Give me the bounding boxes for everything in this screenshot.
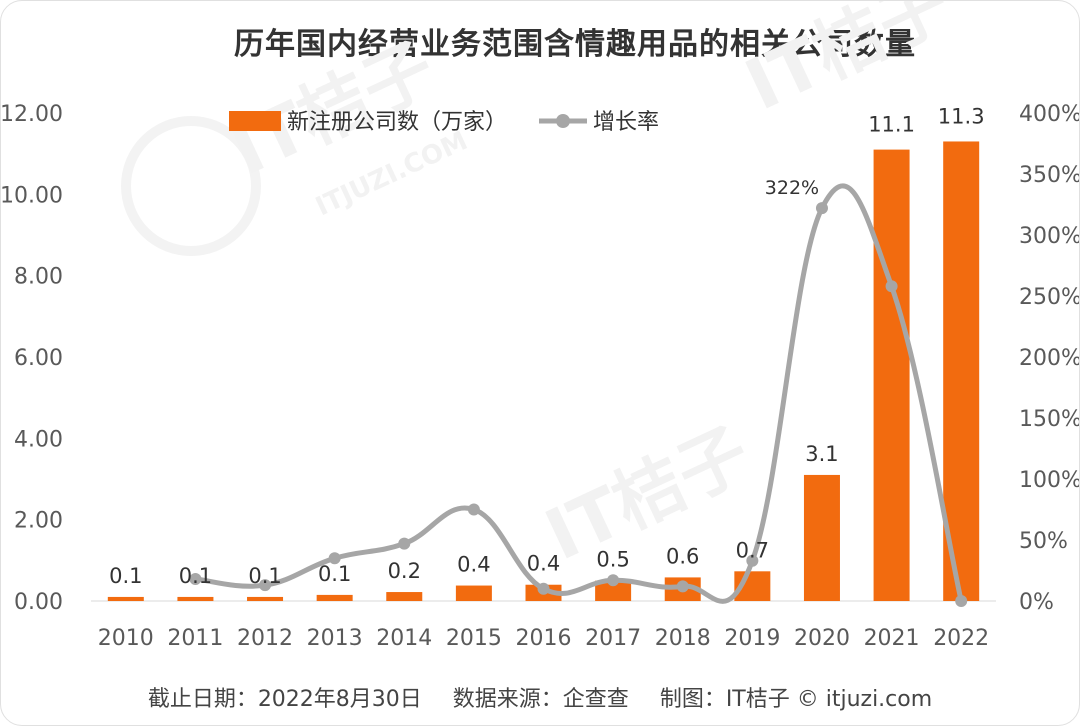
growth-rate-point bbox=[815, 202, 828, 215]
bar-data-label: 3.1 bbox=[805, 442, 838, 466]
y-right-tick-label: 0% bbox=[1019, 590, 1054, 615]
bar bbox=[177, 596, 214, 601]
growth-rate-point bbox=[676, 580, 689, 593]
bar bbox=[247, 596, 284, 601]
x-tick-label: 2014 bbox=[376, 626, 432, 651]
bar-data-label: 0.1 bbox=[109, 564, 142, 588]
bar-data-label: 0.1 bbox=[248, 564, 281, 588]
x-tick-label: 2018 bbox=[655, 626, 711, 651]
y-left-tick-label: 6.00 bbox=[14, 346, 63, 371]
legend-line-label: 增长率 bbox=[593, 110, 659, 135]
growth-rate-point bbox=[537, 582, 550, 595]
growth-rate-line bbox=[195, 183, 964, 604]
growth-rate-point bbox=[607, 574, 620, 587]
bar bbox=[316, 594, 353, 601]
x-tick-label: 2013 bbox=[307, 626, 363, 651]
footer-credit: 制图：IT桔子 © itjuzi.com bbox=[659, 687, 933, 712]
chart-title: 历年国内经营业务范围含情趣用品的相关公司数量 bbox=[234, 27, 916, 62]
y-left-tick-label: 12.00 bbox=[1, 102, 63, 127]
y-right-tick-label: 350% bbox=[1019, 163, 1080, 188]
bar-data-label: 11.1 bbox=[868, 113, 915, 137]
bar bbox=[873, 149, 910, 601]
legend-line-marker bbox=[556, 114, 570, 128]
bar bbox=[943, 141, 980, 601]
legend-bar-label: 新注册公司数（万家） bbox=[287, 110, 507, 135]
x-tick-label: 2010 bbox=[98, 626, 154, 651]
bar-data-label: 0.4 bbox=[527, 552, 560, 576]
y-left-tick-label: 8.00 bbox=[14, 265, 63, 290]
y-right-tick-label: 150% bbox=[1019, 407, 1080, 432]
legend-bar-swatch bbox=[229, 111, 281, 131]
growth-rate-point bbox=[885, 280, 898, 293]
y-left-tick-label: 0.00 bbox=[14, 590, 63, 615]
x-tick-label: 2019 bbox=[724, 626, 780, 651]
y-right-tick-label: 250% bbox=[1019, 285, 1080, 310]
growth-rate-point bbox=[189, 573, 202, 586]
x-tick-label: 2020 bbox=[794, 626, 850, 651]
watermark-logo bbox=[121, 116, 261, 256]
y-right-tick-label: 200% bbox=[1019, 346, 1080, 371]
bar bbox=[386, 592, 423, 601]
chart-footer: 截止日期：2022年8月30日 数据来源：企查查 制图：IT桔子 © itjuz… bbox=[1, 681, 1079, 713]
y-left-tick-label: 4.00 bbox=[14, 427, 63, 452]
footer-date: 截止日期：2022年8月30日 bbox=[147, 687, 422, 712]
y-right-tick-label: 100% bbox=[1019, 468, 1080, 493]
bar bbox=[595, 580, 632, 601]
y-left-tick-label: 10.00 bbox=[1, 183, 63, 208]
bar-data-label: 0.4 bbox=[457, 553, 490, 577]
bar-data-label: 0.5 bbox=[596, 548, 629, 572]
y-right-tick-label: 50% bbox=[1019, 529, 1068, 554]
x-tick-label: 2021 bbox=[864, 626, 920, 651]
footer-source: 数据来源：企查查 bbox=[452, 687, 629, 712]
bar-data-label: 0.6 bbox=[666, 544, 699, 568]
x-tick-label: 2016 bbox=[516, 626, 572, 651]
x-tick-label: 2012 bbox=[237, 626, 293, 651]
growth-rate-label: 322% bbox=[765, 177, 819, 199]
bar-data-label: 0.1 bbox=[318, 562, 351, 586]
watermark-brand: IT桔子 bbox=[734, 1, 962, 126]
x-tick-label: 2015 bbox=[446, 626, 502, 651]
bar-data-label: 0.2 bbox=[388, 559, 421, 583]
bar-data-label: 0.7 bbox=[736, 538, 769, 562]
growth-rate-point bbox=[398, 537, 411, 550]
x-tick-label: 2022 bbox=[933, 626, 989, 651]
growth-rate-point bbox=[467, 503, 480, 516]
x-tick-label: 2011 bbox=[167, 626, 223, 651]
growth-rate-point bbox=[259, 579, 272, 592]
bar-data-label: 11.3 bbox=[938, 104, 985, 128]
bar bbox=[107, 596, 144, 601]
watermark-brand: IT桔子 bbox=[534, 412, 762, 577]
y-right-tick-label: 400% bbox=[1019, 102, 1080, 127]
y-right-tick-label: 300% bbox=[1019, 224, 1080, 249]
growth-rate-point bbox=[746, 554, 759, 567]
growth-rate-point bbox=[955, 595, 968, 607]
bar bbox=[803, 474, 840, 601]
y-left-tick-label: 2.00 bbox=[14, 509, 63, 534]
x-tick-label: 2017 bbox=[585, 626, 641, 651]
bar bbox=[455, 585, 492, 601]
growth-rate-point bbox=[328, 552, 341, 565]
bar-data-label: 0.1 bbox=[179, 564, 212, 588]
